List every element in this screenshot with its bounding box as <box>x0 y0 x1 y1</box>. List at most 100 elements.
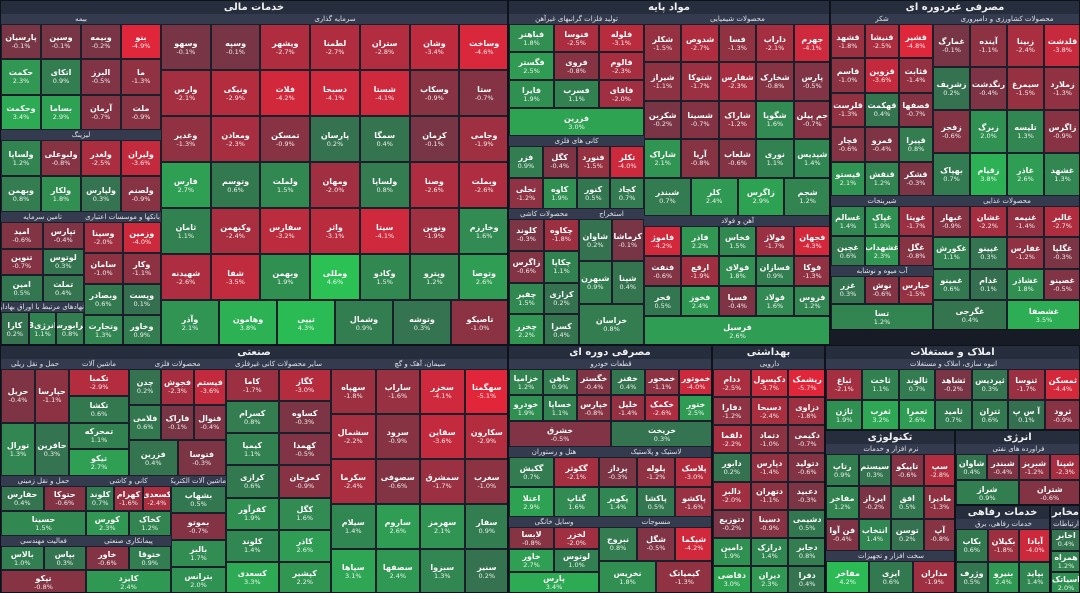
stock-tile[interactable]: شخارک -0.8% <box>756 62 794 101</box>
stock-tile[interactable]: زاگرس 2.9% <box>737 177 785 216</box>
stock-tile[interactable]: وبیمه -0.2% <box>81 24 121 60</box>
stock-tile[interactable]: ملت -0.9% <box>121 94 161 130</box>
stock-tile[interactable]: دشیمی 0.5% <box>788 509 824 538</box>
stock-tile[interactable]: وارس -2.1% <box>161 70 211 116</box>
stock-tile[interactable]: شفارس -2.3% <box>718 62 757 101</box>
stock-tile[interactable]: ارفع -1.9% <box>681 256 719 286</box>
stock-tile[interactable]: درازک 1.4% <box>750 537 789 566</box>
stock-tile[interactable]: وشمال 0.9% <box>335 300 393 344</box>
stock-tile[interactable]: مفاخر 4.2% <box>826 561 870 592</box>
stock-tile[interactable]: حکمت 2.3% <box>1 59 41 95</box>
stock-tile[interactable]: فلامی 0.6% <box>129 404 162 441</box>
stock-tile[interactable]: تاصیکو -1.0% <box>451 300 507 344</box>
stock-tile[interactable]: ریشمک -5.7% <box>788 369 824 398</box>
stock-tile[interactable]: ساراب -1.6% <box>375 369 420 414</box>
stock-tile[interactable]: کیمیا 1.1% <box>226 433 279 466</box>
stock-tile[interactable]: واثر -3.1% <box>310 208 360 254</box>
stock-tile[interactable]: آریا -0.8% <box>681 139 719 178</box>
stock-tile[interactable]: آینده -1.1% <box>970 24 1007 67</box>
stock-tile[interactable]: شپدیس 1.4% <box>793 139 829 178</box>
stock-tile[interactable]: سامان -1.0% <box>84 253 123 284</box>
stock-tile[interactable]: وکادو 1.5% <box>359 254 410 300</box>
stock-tile[interactable]: فنورد -1.5% <box>576 146 611 178</box>
stock-tile[interactable]: سرود -0.9% <box>375 414 420 459</box>
stock-tile[interactable]: سمگا 0.4% <box>359 116 410 162</box>
stock-tile[interactable]: ثپردیس 0.3% <box>971 369 1009 400</box>
stock-tile[interactable]: سشمال -2.2% <box>331 414 376 459</box>
stock-tile[interactable]: ثشاهد -0.2% <box>935 369 972 400</box>
stock-tile[interactable]: دکپسول -3.7% <box>750 369 789 398</box>
stock-tile[interactable]: قچار -0.6% <box>831 127 865 162</box>
stock-tile[interactable]: وخاور 0.9% <box>122 315 161 344</box>
stock-tile[interactable]: خاور -0.6% <box>86 546 129 570</box>
stock-tile[interactable]: فسازان 0.9% <box>756 256 794 286</box>
stock-tile[interactable]: سخزر -4.1% <box>420 369 465 414</box>
stock-tile[interactable]: سصوفی -0.6% <box>375 459 420 504</box>
stock-tile[interactable]: ما -1.3% <box>121 59 161 95</box>
stock-tile[interactable]: کلوند -0.3% <box>509 219 544 251</box>
stock-tile[interactable]: کسعدی -2.4% <box>142 486 171 511</box>
stock-tile[interactable]: غگرجی 0.4% <box>933 299 1007 329</box>
stock-tile[interactable]: گکیش 0.7% <box>509 457 554 487</box>
stock-tile[interactable]: تملت 0.4% <box>42 275 84 302</box>
stock-tile[interactable]: سیمرغ -1.5% <box>1007 67 1044 110</box>
stock-tile[interactable]: قپیرا 0.8% <box>899 127 933 162</box>
stock-tile[interactable]: فزر 0.9% <box>509 146 543 178</box>
stock-tile[interactable]: ختور 2.5% <box>679 395 711 421</box>
stock-tile[interactable]: کچاد 0.7% <box>610 177 644 209</box>
stock-tile[interactable]: غدام 0.1% <box>970 268 1007 300</box>
stock-tile[interactable]: شلعاب -0.6% <box>718 139 757 178</box>
stock-tile[interactable]: خریخت 0.3% <box>611 421 711 447</box>
stock-tile[interactable]: سکرما -2.4% <box>331 459 376 504</box>
stock-tile[interactable]: ولبوعلی -0.8% <box>41 140 81 176</box>
stock-tile[interactable]: فولاد 1.6% <box>756 286 794 316</box>
stock-tile[interactable]: مفاخر 1.2% <box>826 486 859 519</box>
stock-tile[interactable]: فوکا -1.3% <box>793 256 829 286</box>
stock-tile[interactable]: تمسکن -0.9% <box>260 116 311 162</box>
stock-tile[interactable]: قاسم -1.0% <box>831 58 865 93</box>
stock-tile[interactable]: کپشیر 2.2% <box>278 561 331 592</box>
stock-tile[interactable]: آبادا -4.0% <box>1019 529 1049 562</box>
stock-tile[interactable]: فسرب 1.1% <box>554 80 599 108</box>
stock-tile[interactable]: البرز -0.5% <box>81 59 121 95</box>
stock-tile[interactable]: مادیرا -1.3% <box>923 486 954 519</box>
stock-tile[interactable]: حپارسا -1.1% <box>35 369 69 423</box>
stock-tile[interactable]: سبزوا 1.3% <box>420 549 465 592</box>
stock-tile[interactable]: زفجر -0.6% <box>933 110 970 153</box>
stock-tile[interactable]: ستران -2.8% <box>359 24 410 70</box>
stock-tile[interactable]: فالوم -2.3% <box>599 52 644 80</box>
stock-tile[interactable]: فنوال -0.4% <box>193 404 226 441</box>
stock-tile[interactable]: حافرین 0.3% <box>35 422 69 476</box>
stock-tile[interactable]: غشان -2.2% <box>970 206 1007 238</box>
stock-tile[interactable]: زبرگ 2.0% <box>970 110 1007 153</box>
stock-tile[interactable]: وشان -3.4% <box>409 24 460 70</box>
stock-tile[interactable]: تورال 1.3% <box>1 422 35 476</box>
stock-tile[interactable]: قنقش 1.2% <box>865 161 899 196</box>
stock-tile[interactable]: چکاپا 1.1% <box>544 250 579 283</box>
stock-tile[interactable]: ساروم 2.6% <box>375 504 420 549</box>
stock-tile[interactable]: سصفها 2.4% <box>375 549 420 592</box>
stock-tile[interactable]: غکورش 1.1% <box>933 237 970 269</box>
stock-tile[interactable]: ولپارس 0.3% <box>81 176 121 212</box>
stock-tile[interactable]: خودرو 1.9% <box>509 395 543 421</box>
stock-tile[interactable]: شگل -0.5% <box>637 527 675 561</box>
stock-tile[interactable]: کرماشا -0.1% <box>611 219 644 262</box>
stock-tile[interactable]: وپترو 1.2% <box>409 254 460 300</box>
stock-tile[interactable]: دسبحا -2.4% <box>750 397 789 426</box>
stock-tile[interactable]: چخزر 2.2% <box>509 314 544 344</box>
stock-tile[interactable]: افق 0.5% <box>891 486 924 519</box>
stock-tile[interactable]: قشهد -1.8% <box>831 24 865 59</box>
stock-tile[interactable]: نوش -0.6% <box>865 276 899 304</box>
stock-tile[interactable]: ومهان -2.0% <box>310 162 360 208</box>
stock-tile[interactable]: غپینو 0.3% <box>970 237 1007 269</box>
stock-tile[interactable]: غبهار -0.9% <box>933 206 970 238</box>
stock-tile[interactable]: داراب -2.1% <box>756 24 794 63</box>
stock-tile[interactable]: کهمدا -0.5% <box>278 433 331 466</box>
stock-tile[interactable]: وبملت -2.6% <box>459 162 507 208</box>
stock-tile[interactable]: غمینو 0.6% <box>933 268 970 300</box>
stock-tile[interactable]: شپنا 0.4% <box>611 261 644 304</box>
stock-tile[interactable]: شجم 1.2% <box>784 177 829 216</box>
stock-tile[interactable]: دفارا -1.2% <box>713 397 751 426</box>
stock-tile[interactable]: آ س پ 0.1% <box>1008 400 1045 429</box>
stock-tile[interactable]: تپارس -0.4% <box>42 222 84 249</box>
